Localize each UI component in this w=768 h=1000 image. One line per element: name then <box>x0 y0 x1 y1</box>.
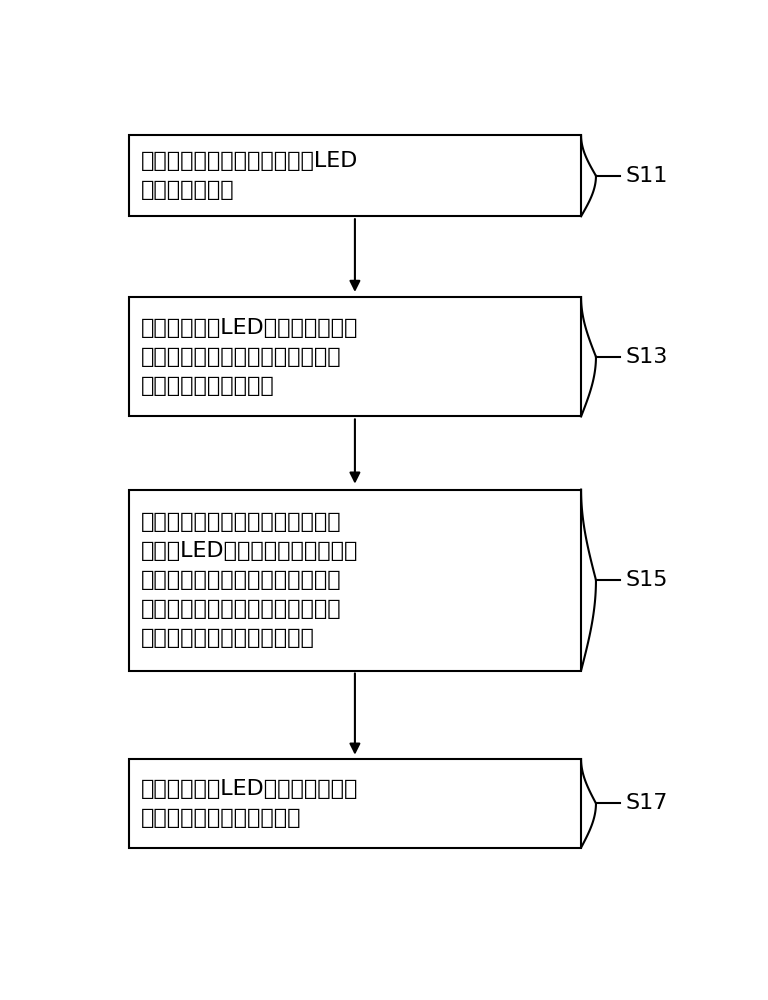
Text: S17: S17 <box>626 793 668 813</box>
Text: 关联存储所述LED显示单元的所述
编号和所述显示均匀性指数: 关联存储所述LED显示单元的所述 编号和所述显示均匀性指数 <box>141 779 358 828</box>
Bar <box>129 759 581 848</box>
Bar <box>129 490 581 671</box>
Bar <box>129 297 581 416</box>
Text: 对所述亮色度信息进行处理分析得
到所述LED显示单元的显示均匀性
指数，其中所述显示均匀性指数包
括死灯指数、亮色度离散度指数和
整体亮色度指数中的至少一个: 对所述亮色度信息进行处理分析得 到所述LED显示单元的显示均匀性 指数，其中所述… <box>141 512 358 648</box>
Text: S15: S15 <box>626 570 668 590</box>
Text: 采集对应所述LED显示单元的多个
不同颜色图像并得到所述多个不同
颜色图像的亮色度信息: 采集对应所述LED显示单元的多个 不同颜色图像并得到所述多个不同 颜色图像的亮色… <box>141 318 358 396</box>
Text: 获取流经流水线的预设位置的LED
显示单元的编号: 获取流经流水线的预设位置的LED 显示单元的编号 <box>141 151 358 200</box>
Text: S11: S11 <box>626 166 668 186</box>
Bar <box>129 135 581 216</box>
Text: S13: S13 <box>626 347 668 367</box>
